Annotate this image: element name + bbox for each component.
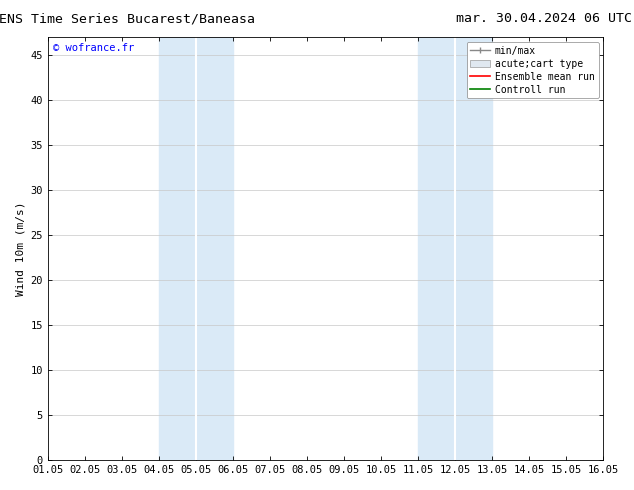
Legend: min/max, acute;cart type, Ensemble mean run, Controll run: min/max, acute;cart type, Ensemble mean … [467,42,598,98]
Bar [159,37,233,460]
Text: ENS Time Series Bucarest/Baneasa: ENS Time Series Bucarest/Baneasa [0,12,255,25]
Text: mar. 30.04.2024 06 UTC: mar. 30.04.2024 06 UTC [456,12,633,25]
Text: © wofrance.fr: © wofrance.fr [53,44,134,53]
Y-axis label: Wind 10m (m/s): Wind 10m (m/s) [15,201,25,296]
Bar [418,37,492,460]
